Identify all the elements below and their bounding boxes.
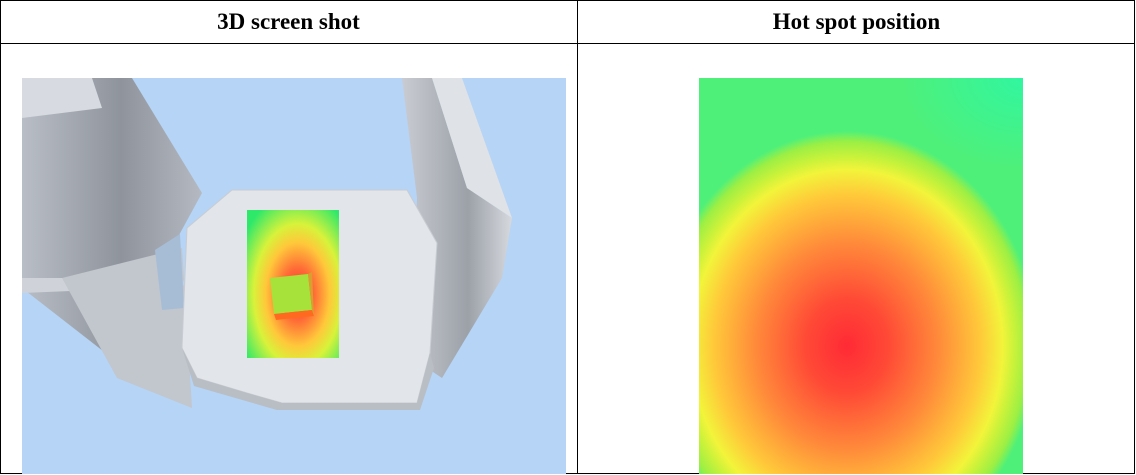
heat-source-block: [270, 274, 312, 314]
hotspot-position-map: [699, 78, 1023, 474]
header-hotspot-position: Hot spot position: [772, 9, 941, 34]
3d-screenshot-image: [22, 78, 566, 474]
column-divider: [577, 0, 578, 474]
header-3d-screenshot: 3D screen shot: [217, 9, 360, 34]
header-divider: [0, 43, 1135, 44]
